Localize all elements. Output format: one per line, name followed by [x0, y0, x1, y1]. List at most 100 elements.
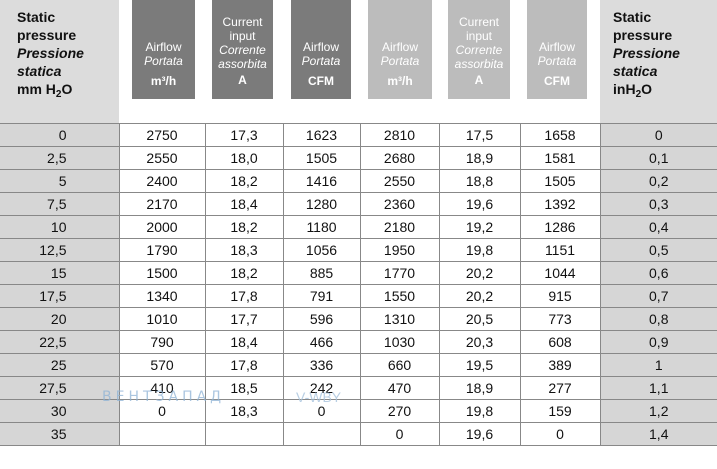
value-cell: 1658 — [520, 123, 601, 147]
value-cell: 17,5 — [439, 123, 521, 147]
col-header-italic: Corrente assorbita — [218, 43, 267, 71]
col-header-italic: Portata — [537, 54, 577, 68]
col-header-label: Airflow — [145, 40, 182, 54]
value-cell: 1950 — [360, 238, 440, 262]
value-cell: 18,8 — [439, 169, 521, 193]
table-row: 25 570 17,8 336 660 19,5 389 1 — [0, 353, 717, 377]
value-cell: 2550 — [119, 146, 206, 170]
value-cell: 159 — [520, 399, 601, 423]
value-cell: 1770 — [360, 261, 440, 285]
col-header-unit: m³/h — [387, 74, 413, 88]
value-cell: 410 — [119, 376, 206, 400]
value-cell: 20,2 — [439, 261, 521, 285]
value-cell: 20,3 — [439, 330, 521, 354]
pressure-inh2o-cell: 0,3 — [600, 192, 717, 216]
pressure-mm-cell: 12,5 — [0, 238, 120, 262]
col-header-label: Airflow — [538, 40, 575, 54]
col-header-italic: Portata — [144, 54, 183, 68]
pressure-inh2o-cell: 0,1 — [600, 146, 717, 170]
value-cell: 1151 — [520, 238, 601, 262]
pressure-inh2o-cell: 0,6 — [600, 261, 717, 285]
col-header-unit: CFM — [544, 74, 570, 88]
pressure-mm-cell: 17,5 — [0, 284, 120, 308]
table-row: 17,5 1340 17,8 791 1550 20,2 915 0,7 — [0, 284, 717, 308]
col-header-label-1: Current — [222, 15, 263, 29]
value-cell: 20,5 — [439, 307, 521, 331]
value-cell: 1505 — [283, 146, 361, 170]
value-cell: 773 — [520, 307, 601, 331]
table-row: 5 2400 18,2 1416 2550 18,8 1505 0,2 — [0, 169, 717, 193]
value-cell: 608 — [520, 330, 601, 354]
value-cell: 19,5 — [439, 353, 521, 377]
pressure-mm-cell: 7,5 — [0, 192, 120, 216]
pressure-inh2o-cell: 1,4 — [600, 422, 717, 446]
pressure-mm-cell: 25 — [0, 353, 120, 377]
table-row: 10 2000 18,2 1180 2180 19,2 1286 0,4 — [0, 215, 717, 239]
value-cell: 885 — [283, 261, 361, 285]
left-header-line2: pressure — [17, 27, 77, 43]
value-cell: 19,6 — [439, 192, 521, 216]
value-cell: 1505 — [520, 169, 601, 193]
value-cell: 336 — [283, 353, 361, 377]
pressure-inh2o-cell: 0,5 — [600, 238, 717, 262]
pressure-inh2o-cell: 0 — [600, 123, 717, 147]
value-cell: 1280 — [283, 192, 361, 216]
pressure-inh2o-cell: 0,8 — [600, 307, 717, 331]
value-cell: 1392 — [520, 192, 601, 216]
value-cell: 1340 — [119, 284, 206, 308]
table-row: 2,5 2550 18,0 1505 2680 18,9 1581 0,1 — [0, 146, 717, 170]
static-pressure-inh2o-header: Static pressure Pressione statica inH2O — [600, 0, 717, 123]
value-cell: 1623 — [283, 123, 361, 147]
left-header-line1: Static — [17, 9, 56, 25]
performance-table: 0 2750 17,3 1623 2810 17,5 1658 0 2,5 2550 18,0 150… — [0, 123, 717, 446]
value-cell — [205, 422, 284, 446]
value-cell: 1030 — [360, 330, 440, 354]
value-cell: 2000 — [119, 215, 206, 239]
value-cell: 1500 — [119, 261, 206, 285]
value-cell: 17,3 — [205, 123, 284, 147]
col-header-label-2: input — [465, 29, 493, 43]
left-header-unit: mm H — [17, 81, 56, 97]
col-header-label-2: input — [229, 29, 256, 43]
value-cell: 389 — [520, 353, 601, 377]
pressure-inh2o-cell: 1 — [600, 353, 717, 377]
col-header-unit: CFM — [308, 74, 334, 88]
table-row: 20 1010 17,7 596 1310 20,5 773 0,8 — [0, 307, 717, 331]
value-cell: 0 — [360, 422, 440, 446]
pressure-mm-cell: 30 — [0, 399, 120, 423]
right-header-sub: 2 — [635, 89, 642, 100]
value-cell: 790 — [119, 330, 206, 354]
value-cell: 570 — [119, 353, 206, 377]
value-cell: 660 — [360, 353, 440, 377]
value-cell: 18,2 — [205, 215, 284, 239]
pressure-mm-cell: 2,5 — [0, 146, 120, 170]
col-header-label-1: Current — [458, 15, 499, 29]
value-cell: 0 — [520, 422, 601, 446]
left-header-unit-tail: O — [61, 81, 73, 97]
value-cell: 2750 — [119, 123, 206, 147]
col-header-unit: A — [474, 73, 484, 87]
watermark: ВЕНТЗАПАД — [102, 389, 226, 405]
col-header-current-a: Current input Corrente assorbita A — [212, 0, 273, 99]
value-cell: 791 — [283, 284, 361, 308]
col-header-italic: Corrente assorbita — [454, 43, 504, 71]
value-cell: 2550 — [360, 169, 440, 193]
value-cell: 18,5 — [205, 376, 284, 400]
value-cell: 19,8 — [439, 238, 521, 262]
value-cell: 18,4 — [205, 192, 284, 216]
value-cell: 0 — [119, 399, 206, 423]
watermark-suffix: V-WBY — [296, 389, 342, 405]
value-cell: 270 — [360, 399, 440, 423]
right-header-unit: inH — [613, 81, 636, 97]
value-cell: 1416 — [283, 169, 361, 193]
value-cell — [119, 422, 206, 446]
right-header-line2: pressure — [613, 27, 673, 43]
value-cell: 242 — [283, 376, 361, 400]
pressure-mm-cell: 5 — [0, 169, 120, 193]
value-cell: 470 — [360, 376, 440, 400]
value-cell: 18,3 — [205, 399, 284, 423]
value-cell: 1310 — [360, 307, 440, 331]
value-cell: 18,0 — [205, 146, 284, 170]
value-cell: 2680 — [360, 146, 440, 170]
value-cell: 19,6 — [439, 422, 521, 446]
